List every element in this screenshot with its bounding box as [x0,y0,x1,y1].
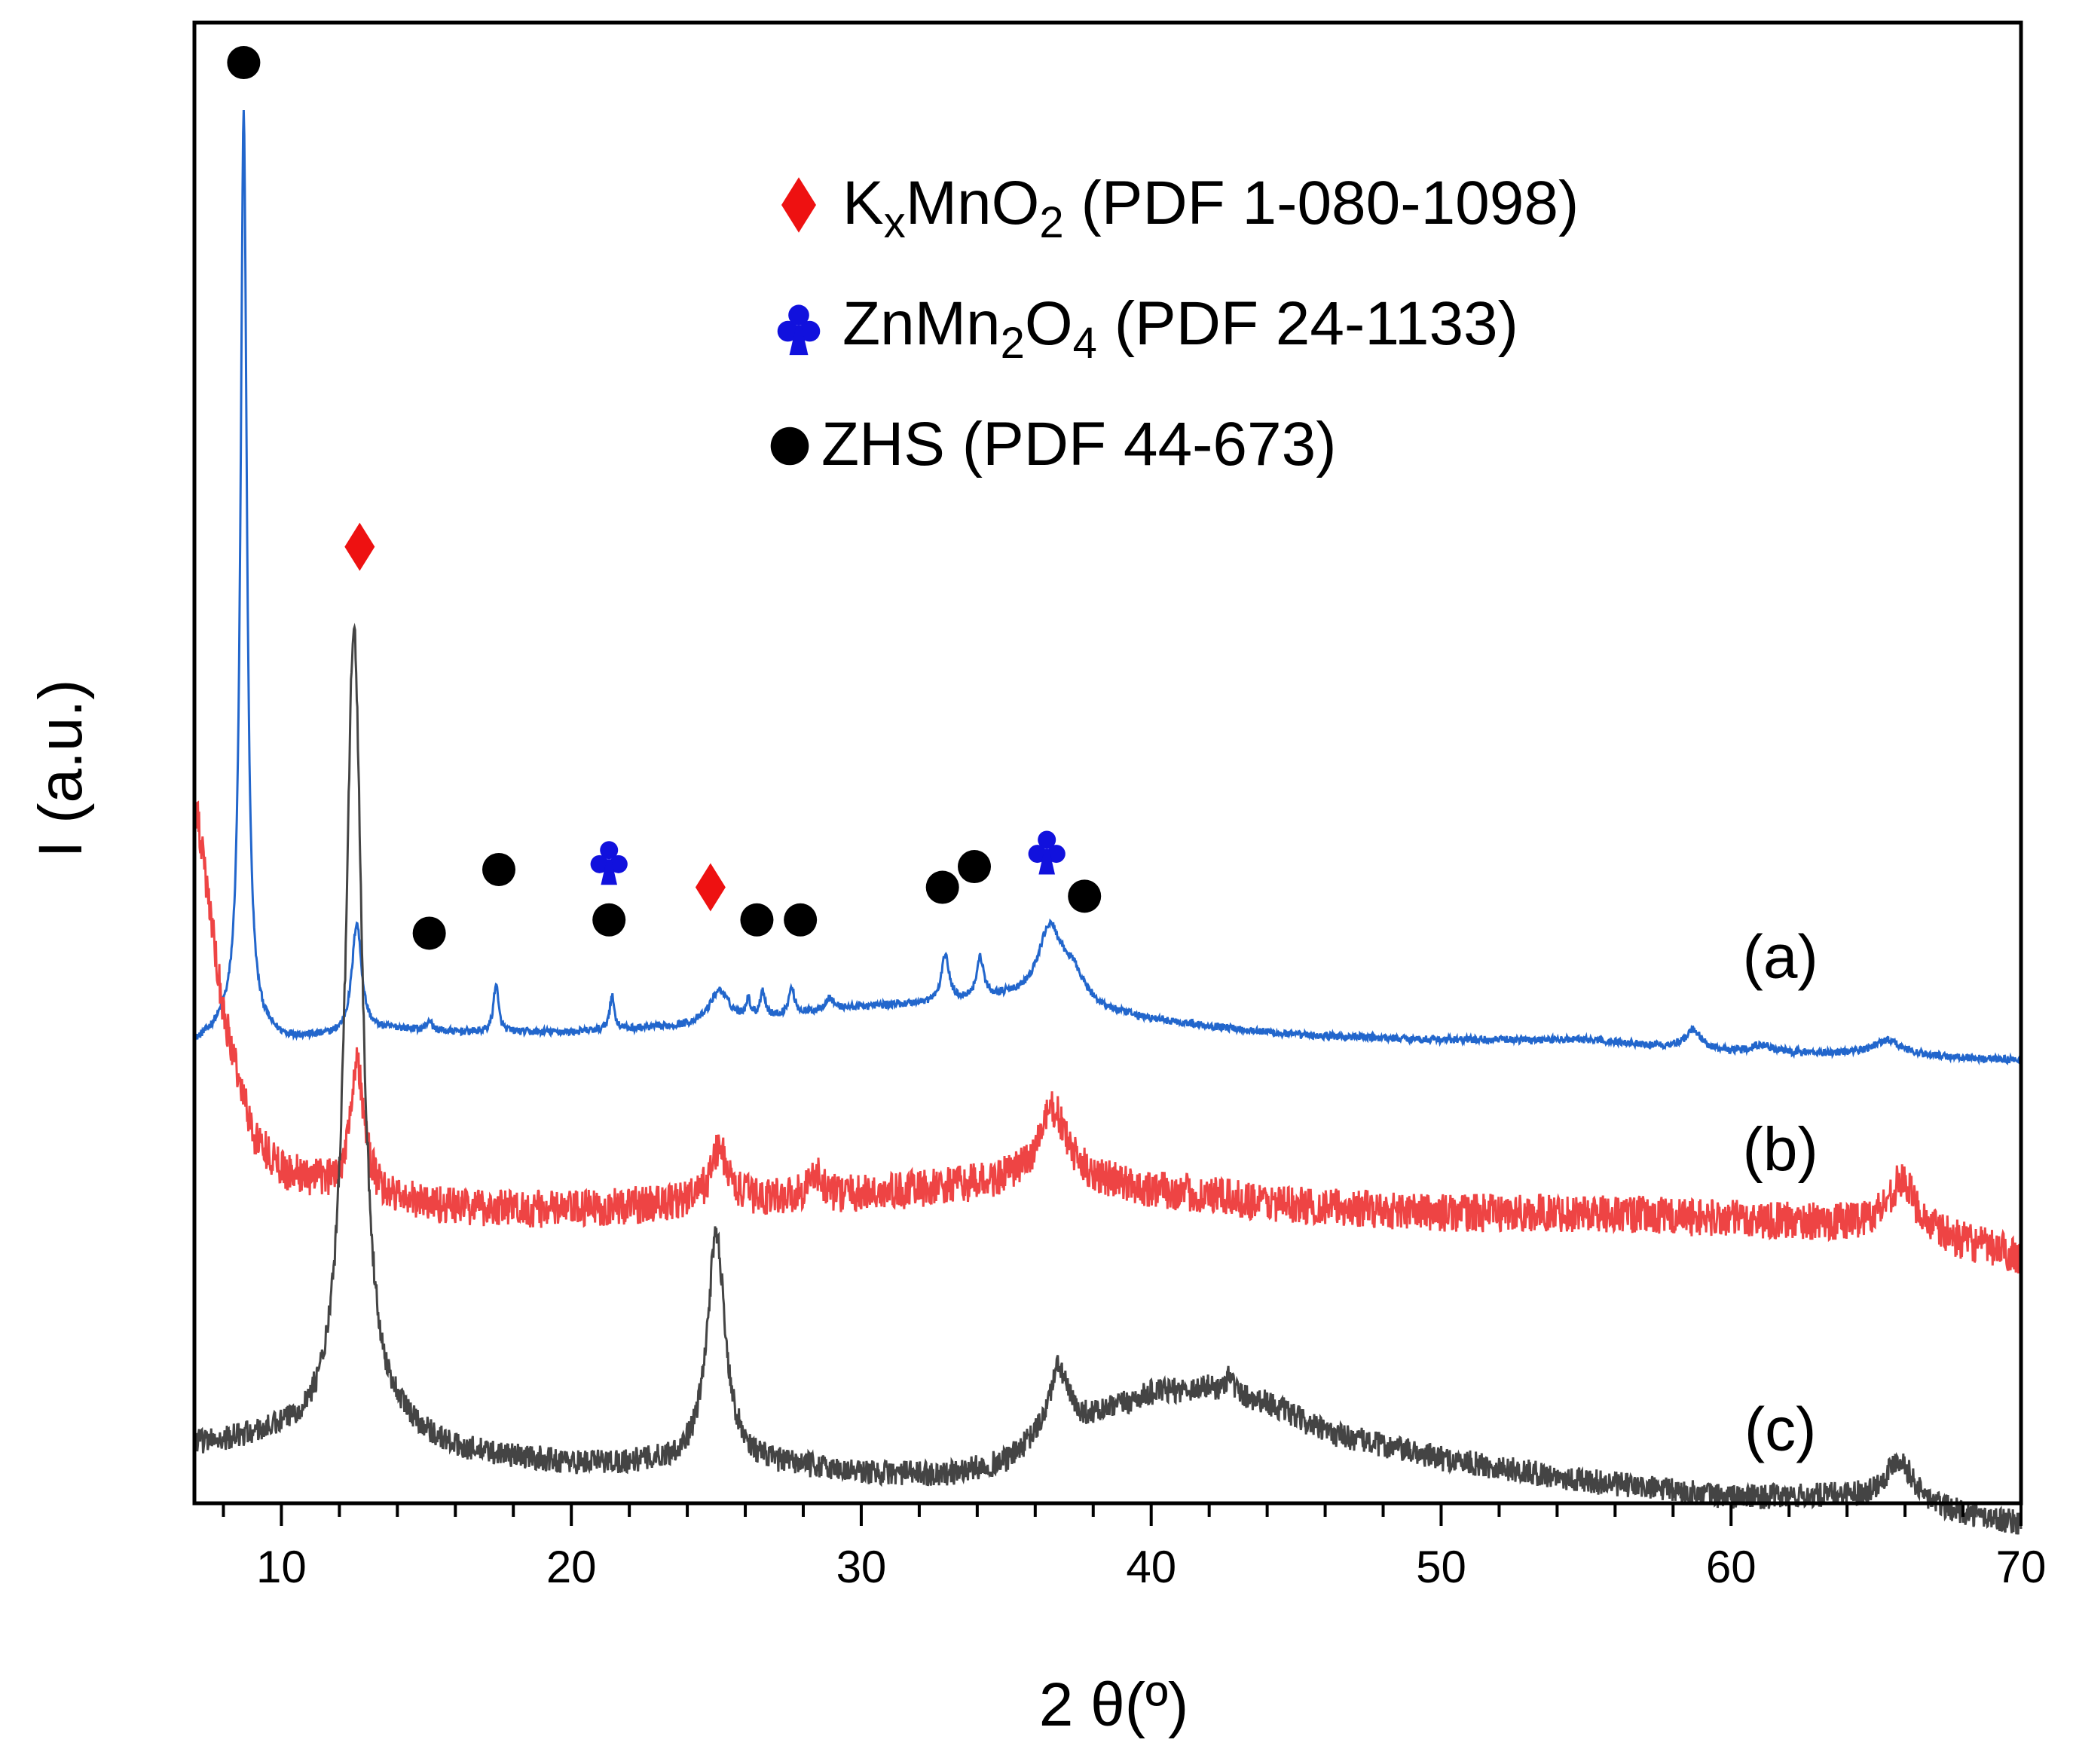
x-tick-label-30: 30 [836,1542,887,1592]
circle-peak-marker-9 [925,870,959,904]
curve-label-b: (b) [1743,1115,1818,1184]
curve-label-a: (a) [1743,922,1818,991]
legend-label-zhs: ZHS (PDF 44-673) [821,410,1337,478]
circle-peak-marker-12 [1068,879,1102,913]
circle-peak-marker-7 [740,903,774,937]
x-axis-ticks: 10 20 30 40 50 60 70 [222,1503,2047,1592]
diamond-peak-marker-6 [695,863,726,912]
peak-markers [227,46,1102,950]
series-a-line [194,109,2023,1066]
x-axis-title: 2 θ(º) [1039,1671,1189,1739]
x-tick-label-60: 60 [1706,1542,1757,1592]
x-tick-label-20: 20 [546,1542,597,1592]
circle-peak-marker-8 [784,903,818,937]
curve-labels: (a) (b) (c) [1743,922,1818,1463]
legend-label-kxmno2: KxMnO2 (PDF 1-080-1098) [842,169,1579,247]
y-axis-title: I (a.u.) [26,680,95,858]
diamond-peak-marker-1 [344,522,375,571]
curve-label-c: (c) [1744,1395,1817,1463]
x-tick-label-10: 10 [256,1542,307,1592]
circle-peak-marker-10 [958,850,992,884]
x-tick-label-50: 50 [1416,1542,1466,1592]
club-peak-marker-11 [1028,830,1066,875]
circle-peak-marker-4 [592,903,626,937]
club-peak-marker-5 [590,841,628,885]
legend-diamond-icon [781,177,816,233]
legend-club-icon [777,304,821,356]
circle-peak-marker-0 [227,46,261,80]
x-tick-label-70: 70 [1996,1542,2047,1592]
series-c-line [193,622,2023,1535]
x-tick-label-40: 40 [1126,1542,1176,1592]
plot-frame [192,20,2023,1506]
circle-peak-marker-3 [482,852,515,886]
data-layer [193,109,2023,1535]
legend: KxMnO2 (PDF 1-080-1098) ZnMn2O4 (PDF 24-… [770,169,1579,478]
legend-circle-icon [770,426,809,466]
circle-peak-marker-2 [412,916,446,950]
legend-label-znmn2o4: ZnMn2O4 (PDF 24-1133) [842,289,1518,368]
series-b-line [194,794,2023,1273]
